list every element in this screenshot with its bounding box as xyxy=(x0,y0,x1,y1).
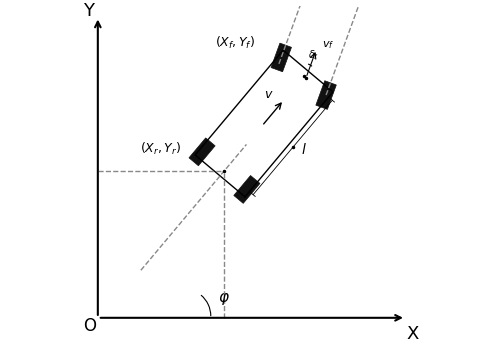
Text: $l$: $l$ xyxy=(301,142,307,157)
Polygon shape xyxy=(234,175,260,203)
Text: $\varphi$: $\varphi$ xyxy=(218,290,230,307)
Text: $(X_r, Y_r)$: $(X_r, Y_r)$ xyxy=(140,141,181,158)
Text: Y: Y xyxy=(83,2,95,21)
Polygon shape xyxy=(316,81,336,110)
Polygon shape xyxy=(271,43,292,72)
Text: X: X xyxy=(407,325,419,343)
Text: $\delta_f$: $\delta_f$ xyxy=(308,48,319,62)
Text: $(X_f, Y_f)$: $(X_f, Y_f)$ xyxy=(215,35,255,51)
Text: $v$: $v$ xyxy=(264,88,273,101)
Polygon shape xyxy=(189,138,215,166)
Text: $v_f$: $v_f$ xyxy=(321,40,334,51)
Text: O: O xyxy=(83,317,96,335)
